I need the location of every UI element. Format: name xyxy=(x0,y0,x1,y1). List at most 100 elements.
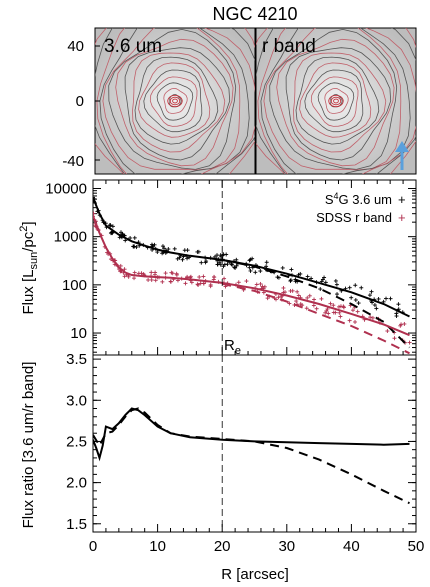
flux-point-sdss xyxy=(265,296,270,301)
ratio-ytick-label: 1.5 xyxy=(66,516,87,533)
flux-point-s4g xyxy=(204,259,209,264)
ratio-xtick-label: 20 xyxy=(214,538,231,555)
isophote-contour xyxy=(156,82,194,121)
isophote-contour xyxy=(143,69,203,133)
isophote-contour xyxy=(132,52,226,153)
image-ytick-0: 0 xyxy=(76,93,84,110)
flux-point-s4g xyxy=(180,257,185,262)
flux-point-sdss xyxy=(337,310,342,315)
isophote-contour xyxy=(134,56,219,145)
flux-point-sdss xyxy=(311,303,316,308)
flux-point-s4g xyxy=(248,268,253,273)
flux-point-sdss xyxy=(294,299,299,304)
flux-point-sdss xyxy=(236,280,241,285)
flux-point-s4g xyxy=(131,244,136,249)
flux-point-sdss xyxy=(392,336,397,341)
flux-point-s4g xyxy=(367,293,372,298)
isophote-contour xyxy=(163,87,188,114)
flux-point-sdss xyxy=(305,295,310,300)
flux-point-s4g xyxy=(374,306,379,311)
flux-point-sdss xyxy=(201,281,206,286)
isophote-contour xyxy=(124,47,231,161)
isophote-contour xyxy=(304,69,364,133)
flux-point-s4g xyxy=(275,275,280,280)
flux-point-sdss xyxy=(169,270,174,275)
flux-point-s4g xyxy=(359,285,364,290)
ratio-xtick-label: 40 xyxy=(343,538,360,555)
flux-ytick-label: 10000 xyxy=(45,180,87,197)
flux-point-sdss xyxy=(197,275,202,280)
core-contour xyxy=(169,96,181,106)
flux-ylabel-b: /pc xyxy=(20,231,37,252)
flux-ylabel-a: Flux [L xyxy=(20,270,37,315)
flux-point-sdss xyxy=(338,314,343,319)
flux-point-s4g xyxy=(215,262,220,267)
flux-point-sdss xyxy=(312,297,317,302)
flux-line-2 xyxy=(93,215,410,337)
flux-point-s4g xyxy=(234,257,239,262)
flux-point-sdss xyxy=(402,321,407,326)
flux-point-s4g xyxy=(230,262,235,267)
flux-point-s4g xyxy=(232,265,237,270)
flux-point-s4g xyxy=(322,275,327,280)
flux-point-s4g xyxy=(132,235,137,240)
flux-point-sdss xyxy=(195,282,200,287)
flux-point-s4g xyxy=(107,223,112,228)
ratio-xtick-label: 10 xyxy=(149,538,166,555)
ratio-ytick-label: 2.0 xyxy=(66,475,87,492)
flux-point-sdss xyxy=(132,276,137,281)
flux-point-s4g xyxy=(229,261,234,266)
flux-point-s4g xyxy=(288,278,293,283)
flux-point-s4g xyxy=(185,248,190,253)
legend-entry-s4g: S4G 3.6 um xyxy=(325,191,392,207)
flux-point-s4g xyxy=(185,256,190,261)
flux-point-s4g xyxy=(150,243,155,248)
flux-point-s4g xyxy=(394,311,399,316)
isophote-contour xyxy=(293,52,387,153)
flux-point-s4g xyxy=(160,244,165,249)
flux-point-s4g xyxy=(298,271,303,276)
ratio-xtick-label: 50 xyxy=(408,538,425,555)
flux-ytick-label: 10 xyxy=(70,325,87,342)
flux-point-sdss xyxy=(347,318,352,323)
flux-point-s4g xyxy=(356,301,361,306)
core-contour xyxy=(167,94,183,108)
isophote-contour xyxy=(257,28,416,174)
flux-point-s4g xyxy=(376,296,381,301)
flux-point-sdss xyxy=(287,301,292,306)
flux-point-sdss xyxy=(338,304,343,309)
legend-s4g-sup: 4 xyxy=(334,191,339,201)
isophote-contour xyxy=(276,38,395,167)
flux-point-sdss xyxy=(350,308,355,313)
flux-point-s4g xyxy=(162,246,167,251)
image-label-left: 3.6 um xyxy=(104,36,162,57)
flux-point-sdss xyxy=(258,281,263,286)
flux-point-sdss xyxy=(118,263,123,268)
flux-point-sdss xyxy=(126,274,131,279)
ratio-ytick-label: 3.5 xyxy=(66,351,87,368)
flux-point-sdss xyxy=(118,269,123,274)
flux-point-s4g xyxy=(225,262,230,267)
flux-point-sdss xyxy=(183,281,188,286)
flux-point-sdss xyxy=(168,279,173,284)
flux-point-sdss xyxy=(333,310,338,315)
image-label-right: r band xyxy=(262,36,316,57)
ratio-ytick-label: 3.0 xyxy=(66,392,87,409)
flux-point-sdss xyxy=(368,315,373,320)
image-y-ticks: 40 0 -40 xyxy=(62,38,100,170)
image-ytick-minus40: -40 xyxy=(62,153,84,170)
flux-point-s4g xyxy=(250,256,255,261)
flux-point-s4g xyxy=(347,285,352,290)
flux-point-s4g xyxy=(289,267,294,272)
flux-point-sdss xyxy=(355,309,360,314)
flux-point-s4g xyxy=(388,296,393,301)
flux-point-sdss xyxy=(201,274,206,279)
flux-point-s4g xyxy=(333,278,338,283)
effective-radius-label: Re xyxy=(224,337,241,357)
flux-point-sdss xyxy=(122,267,127,272)
isophote-contour xyxy=(295,56,380,145)
flux-point-s4g xyxy=(253,270,258,275)
flux-point-s4g xyxy=(247,265,252,270)
image-panel-right: r band xyxy=(255,27,417,175)
isophote-contour xyxy=(285,47,392,161)
